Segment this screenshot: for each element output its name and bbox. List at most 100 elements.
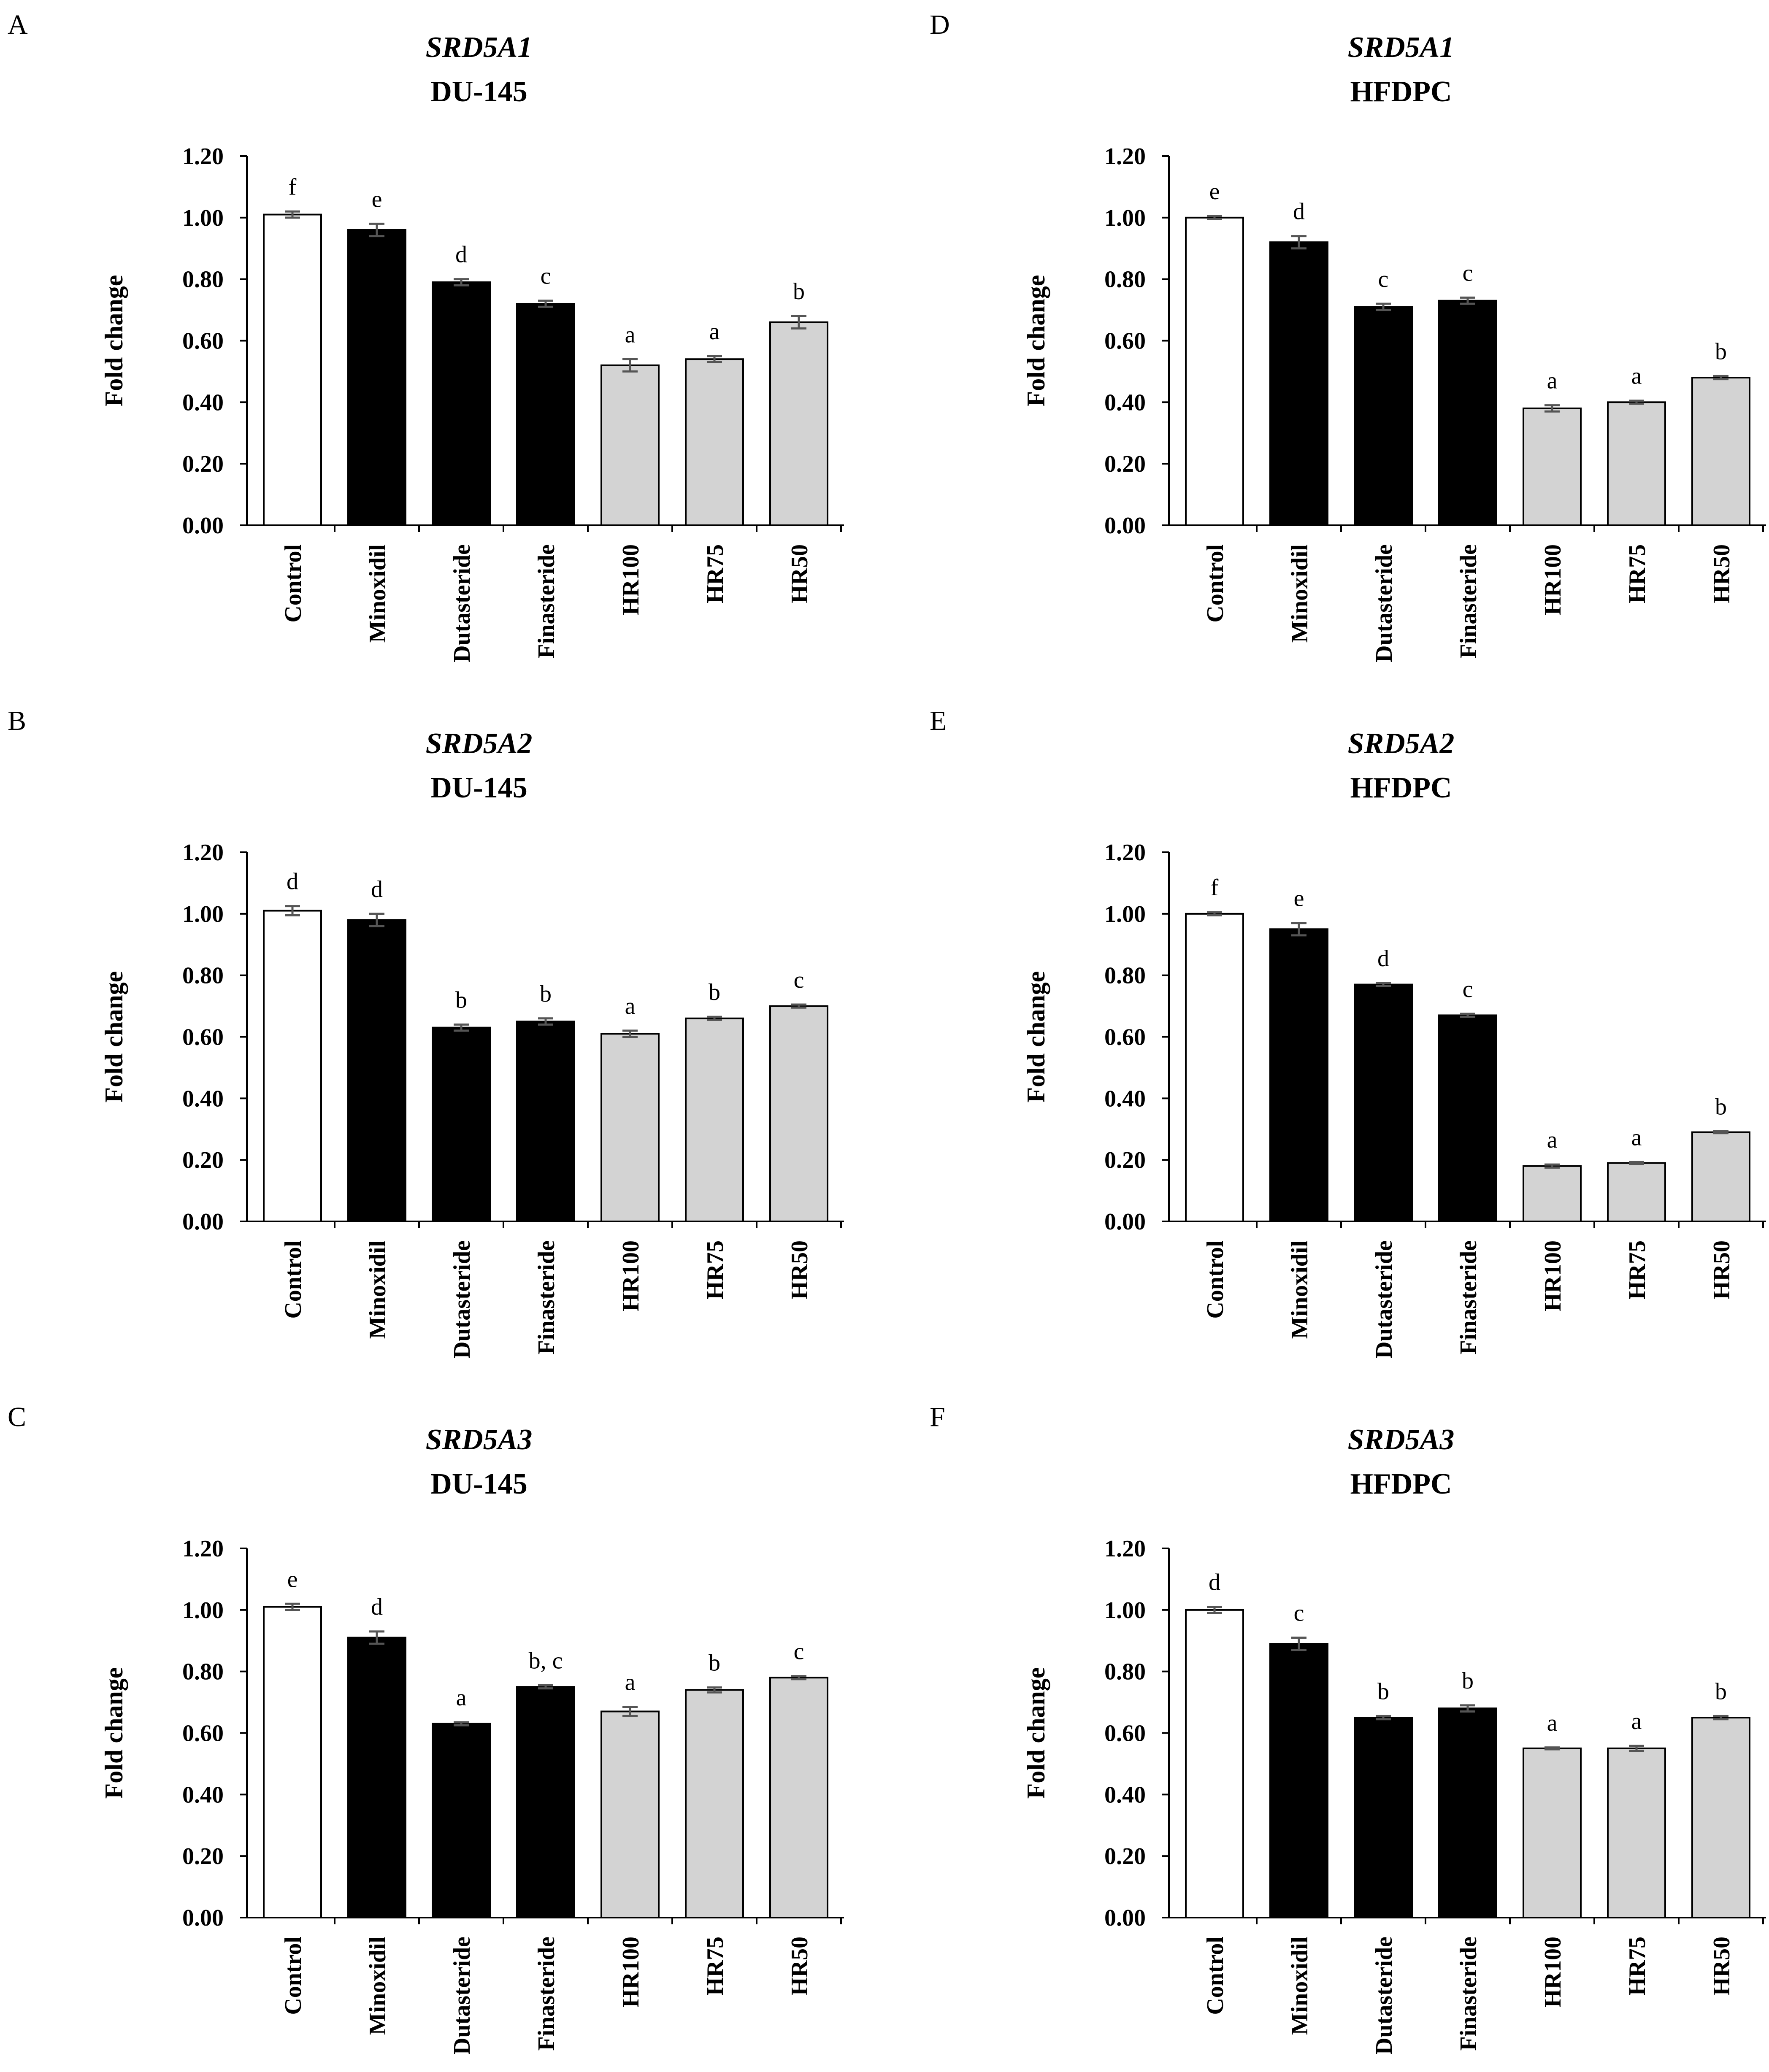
bar-finasteride xyxy=(1438,1014,1497,1222)
y-tick-label: 0.00 xyxy=(182,513,224,539)
x-tick-label: HR100 xyxy=(618,1937,644,2007)
x-tick-label: Control xyxy=(280,544,306,623)
y-tick-label: 0.40 xyxy=(182,1782,224,1808)
bar-hr50 xyxy=(769,1005,828,1222)
bar-hr50 xyxy=(769,1677,828,1918)
bar-finasteride xyxy=(516,1686,575,1918)
significance-letter: b xyxy=(1715,1678,1727,1705)
x-tick-label: Control xyxy=(280,1240,306,1319)
bar-hr50 xyxy=(1691,377,1750,526)
significance-letter: c xyxy=(794,967,804,993)
y-tick-label: 0.40 xyxy=(1104,389,1146,416)
significance-letter: b xyxy=(455,987,467,1013)
significance-letter: b, c xyxy=(529,1648,563,1674)
x-tick-label: Finasteride xyxy=(533,544,560,659)
y-tick-label: 0.80 xyxy=(182,267,224,293)
x-tick-label: Minoxidil xyxy=(365,1240,391,1339)
significance-letter: b xyxy=(793,278,805,305)
y-tick-label: 0.00 xyxy=(1104,513,1146,539)
y-tick-label: 1.00 xyxy=(182,901,224,927)
x-tick-label: Finasteride xyxy=(1455,1240,1482,1355)
y-axis-label: Fold change xyxy=(100,275,128,407)
bar-dutasteride xyxy=(1354,1717,1413,1919)
x-tick-label: Minoxidil xyxy=(1287,1937,1313,2035)
chart-title-gene: SRD5A2 xyxy=(426,727,533,760)
x-tick-label: HR50 xyxy=(787,544,813,603)
chart-title-cell-line: HFDPC xyxy=(1350,772,1452,804)
significance-letter: a xyxy=(1547,1127,1558,1153)
y-tick-label: 1.20 xyxy=(182,143,224,170)
bar-hr100 xyxy=(1523,407,1582,527)
significance-letter: b xyxy=(1462,1668,1474,1694)
bar-finasteride xyxy=(1438,300,1497,526)
x-tick-label: Finasteride xyxy=(533,1240,560,1355)
y-tick-label: 0.00 xyxy=(1104,1905,1146,1931)
bar-hr50 xyxy=(1691,1717,1750,1919)
bar-control xyxy=(263,213,322,526)
y-axis-label: Fold change xyxy=(1022,275,1050,407)
y-tick-label: 0.80 xyxy=(1104,1659,1146,1685)
significance-letter: b xyxy=(540,981,552,1007)
significance-letter: a xyxy=(456,1685,467,1711)
chart-panel-a: A SRD5A1 DU-145 0.00 0.20 0.40 0.60 0.80 1.00 1.2… xyxy=(8,9,844,662)
x-tick-label: Dutasteride xyxy=(449,1937,475,2055)
panel-letter: E xyxy=(930,705,947,736)
significance-letter: a xyxy=(709,319,720,345)
significance-letter: b xyxy=(1715,338,1727,365)
bar-hr75 xyxy=(1607,1162,1666,1222)
significance-letter: b xyxy=(1715,1094,1727,1120)
chart-title-gene: SRD5A1 xyxy=(426,31,533,64)
y-tick-label: 0.60 xyxy=(1104,1721,1146,1747)
bar-finasteride xyxy=(516,1021,575,1223)
bar-hr50 xyxy=(1691,1131,1750,1223)
significance-letter: a xyxy=(1547,368,1558,394)
bar-hr50 xyxy=(769,321,828,526)
y-tick-label: 0.20 xyxy=(182,451,224,477)
x-tick-label: HR50 xyxy=(1709,1937,1735,1996)
y-tick-label: 0.60 xyxy=(1104,328,1146,354)
y-tick-label: 0.20 xyxy=(182,1147,224,1173)
y-tick-label: 0.00 xyxy=(1104,1209,1146,1235)
y-tick-label: 0.40 xyxy=(182,389,224,416)
x-tick-label: HR100 xyxy=(618,544,644,615)
bar-dutasteride xyxy=(1354,306,1413,526)
chart-title-cell-line: HFDPC xyxy=(1350,1468,1452,1500)
panel-letter: F xyxy=(930,1402,945,1432)
significance-letter: d xyxy=(287,869,298,895)
significance-letter: c xyxy=(541,263,551,289)
y-axis-label: Fold change xyxy=(100,971,128,1103)
chart-panel-c: C SRD5A3 DU-145 0.00 0.20 0.40 0.60 0.80 1.00 1.2… xyxy=(8,1402,844,2055)
y-tick-label: 0.20 xyxy=(1104,451,1146,477)
bar-dutasteride xyxy=(432,1027,491,1222)
significance-letter: e xyxy=(287,1566,298,1592)
y-tick-label: 1.20 xyxy=(1104,143,1146,170)
bar-hr100 xyxy=(600,364,660,526)
x-tick-label: Minoxidil xyxy=(365,544,391,643)
chart-title-gene: SRD5A2 xyxy=(1348,727,1455,760)
y-tick-label: 0.20 xyxy=(1104,1843,1146,1869)
chart-panel-d: D SRD5A1 HFDPC 0.00 0.20 0.40 0.60 0.80 1.00 1.20… xyxy=(930,9,1766,662)
y-tick-label: 1.20 xyxy=(1104,840,1146,866)
bar-dutasteride xyxy=(432,1723,491,1918)
chart-title-cell-line: DU-145 xyxy=(430,772,527,804)
y-tick-label: 0.80 xyxy=(182,1659,224,1685)
x-tick-label: HR50 xyxy=(787,1937,813,1996)
y-axis-label: Fold change xyxy=(1022,1667,1050,1799)
x-tick-label: Dutasteride xyxy=(1371,1240,1397,1359)
panel-letter: B xyxy=(8,705,26,736)
y-tick-label: 0.40 xyxy=(1104,1086,1146,1112)
y-axis-label: Fold change xyxy=(100,1667,128,1799)
x-tick-label: HR50 xyxy=(787,1240,813,1299)
chart-title-gene: SRD5A1 xyxy=(1348,31,1455,64)
significance-letter: c xyxy=(1294,1600,1304,1626)
y-tick-label: 0.60 xyxy=(182,1721,224,1747)
significance-letter: f xyxy=(289,174,297,200)
x-tick-label: Minoxidil xyxy=(1287,1240,1313,1339)
chart-title-cell-line: HFDPC xyxy=(1350,76,1452,108)
bar-control xyxy=(1185,216,1244,526)
bar-dutasteride xyxy=(1354,983,1413,1223)
x-tick-label: HR75 xyxy=(1624,1240,1650,1299)
panel-letter: A xyxy=(8,9,28,40)
y-tick-label: 0.60 xyxy=(1104,1024,1146,1051)
